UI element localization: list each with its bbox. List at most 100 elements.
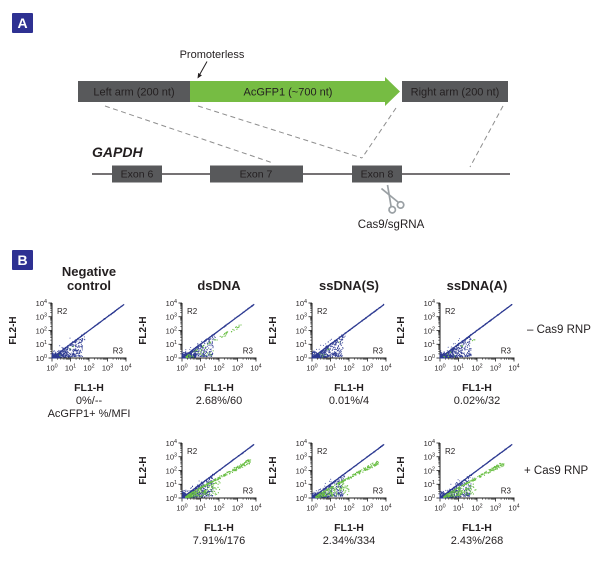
x-tick-label: 100 xyxy=(176,364,187,373)
exon6-label: Exon 6 xyxy=(121,169,154,181)
homology-dashed-lines xyxy=(104,105,504,168)
x-tick-label: 100 xyxy=(176,504,187,513)
gate-label-r2: R2 xyxy=(187,447,198,456)
acgfp1-positive-dots xyxy=(443,462,505,499)
gate-label-r2: R2 xyxy=(57,307,68,316)
gene-name-label: GAPDH xyxy=(92,144,143,160)
acgfp1-positive-dots xyxy=(315,460,379,499)
y-tick-label: 101 xyxy=(424,340,435,349)
acgfp1-positive-dots xyxy=(319,341,341,358)
x-tick-label: 101 xyxy=(325,504,336,513)
exon6-box xyxy=(112,165,162,183)
gate-label-r3: R3 xyxy=(501,347,512,356)
gate-label-r3: R3 xyxy=(113,347,124,356)
y-tick-label: 103 xyxy=(296,313,307,322)
plot-column-title: ssDNA(S) xyxy=(319,278,379,294)
y-tick-label: 103 xyxy=(166,313,177,322)
exon8-label: Exon 8 xyxy=(361,169,394,181)
plot-column-title: Negative control xyxy=(61,264,117,294)
y-tick-label: 104 xyxy=(36,299,47,308)
axis-ticks xyxy=(308,302,387,362)
y-tick-label: 104 xyxy=(424,439,435,448)
y-tick-label: 102 xyxy=(296,326,307,335)
flow-plot-block-6: FL2-H 100 100 101 101 102 102 103 103 104 104 R2 R3 F… xyxy=(394,435,534,565)
axis-ticks xyxy=(178,302,257,362)
x-tick-label: 104 xyxy=(120,364,131,373)
flow-plot-block-2: ssDNA(S) FL2-H 100 100 101 101 102 102 103 103 104… xyxy=(266,279,406,425)
x-tick-label: 104 xyxy=(380,504,391,513)
x-tick-label: 104 xyxy=(508,504,519,513)
panel-b-badge: B xyxy=(12,250,33,270)
y-tick-label: 102 xyxy=(166,466,177,475)
gate-label-r3: R3 xyxy=(373,487,384,496)
y-tick-label: 100 xyxy=(296,354,307,363)
x-tick-label: 103 xyxy=(102,364,113,373)
x-tick-label: 104 xyxy=(508,364,519,373)
x-axis-label: FL1-H xyxy=(334,522,364,534)
x-tick-label: 104 xyxy=(250,364,261,373)
y-tick-label: 101 xyxy=(166,480,177,489)
diagonal-dots xyxy=(53,305,123,358)
y-tick-label: 103 xyxy=(36,313,47,322)
x-tick-label: 103 xyxy=(232,364,243,373)
x-tick-label: 102 xyxy=(343,364,354,373)
flow-plot-block-3: ssDNA(A) FL2-H 100 100 101 101 102 102 103 103 104… xyxy=(394,279,534,425)
insert-arrow xyxy=(190,77,400,106)
axis-ticks xyxy=(436,442,515,502)
diagonal-dots xyxy=(183,444,254,498)
plot-column-title: ssDNA(A) xyxy=(446,278,508,294)
y-tick-label: 104 xyxy=(166,439,177,448)
y-tick-label: 101 xyxy=(166,340,177,349)
y-axis-label: FL2-H xyxy=(268,316,279,344)
y-axis-label: FL2-H xyxy=(396,456,407,484)
stat-value: 2.68%/60 xyxy=(195,395,243,407)
diagonal-dots xyxy=(443,304,513,356)
x-tick-label: 100 xyxy=(434,364,445,373)
gate-label-r2: R2 xyxy=(317,447,328,456)
gate-label-r2: R2 xyxy=(187,307,198,316)
right-arm-label: Right arm (200 nt) xyxy=(411,87,500,99)
flow-plot-block-4: FL2-H 100 100 101 101 102 102 103 103 104 104 R2 R3 F… xyxy=(136,435,276,565)
axis-ticks xyxy=(178,442,257,502)
acgfp1-positive-dots xyxy=(59,346,74,356)
diagonal-dots xyxy=(313,444,384,497)
flow-plot-block-0: Negative control FL2-H 100 100 101 101 102 102 1… xyxy=(6,265,146,425)
x-axis-label: FL1-H xyxy=(334,382,364,394)
x-tick-label: 104 xyxy=(380,364,391,373)
x-tick-label: 100 xyxy=(46,364,57,373)
gate-label-r3: R3 xyxy=(243,487,254,496)
stat-value: 0.01%/4 xyxy=(328,395,370,407)
x-tick-label: 104 xyxy=(250,504,261,513)
left-arm-label: Left arm (200 nt) xyxy=(93,87,174,99)
acgfp1-positive-dots xyxy=(185,459,252,499)
gate-label-r3: R3 xyxy=(243,347,254,356)
x-axis-label: FL1-H xyxy=(462,522,492,534)
y-tick-label: 102 xyxy=(296,466,307,475)
y-tick-label: 103 xyxy=(166,453,177,462)
exon8-box xyxy=(352,165,402,183)
x-tick-label: 101 xyxy=(325,364,336,373)
acgfp1-positive-dots xyxy=(443,339,476,358)
x-tick-label: 103 xyxy=(232,504,243,513)
x-tick-label: 102 xyxy=(471,364,482,373)
gate-label-r2: R2 xyxy=(445,447,456,456)
x-tick-label: 102 xyxy=(343,504,354,513)
gate-label-r2: R2 xyxy=(317,307,328,316)
x-tick-label: 103 xyxy=(490,364,501,373)
x-axis-label: FL1-H xyxy=(204,382,234,394)
stat-value: 0.02%/32 xyxy=(453,395,501,407)
y-tick-label: 100 xyxy=(36,354,47,363)
y-tick-label: 104 xyxy=(296,439,307,448)
y-tick-label: 104 xyxy=(166,299,177,308)
x-tick-label: 101 xyxy=(65,364,76,373)
gate-label-r2: R2 xyxy=(445,307,456,316)
cas9-sgrna-label: Cas9/sgRNA xyxy=(358,219,425,231)
gate-label-r3: R3 xyxy=(373,347,384,356)
y-tick-label: 103 xyxy=(424,453,435,462)
gate-label-r3: R3 xyxy=(501,487,512,496)
y-tick-label: 101 xyxy=(36,340,47,349)
